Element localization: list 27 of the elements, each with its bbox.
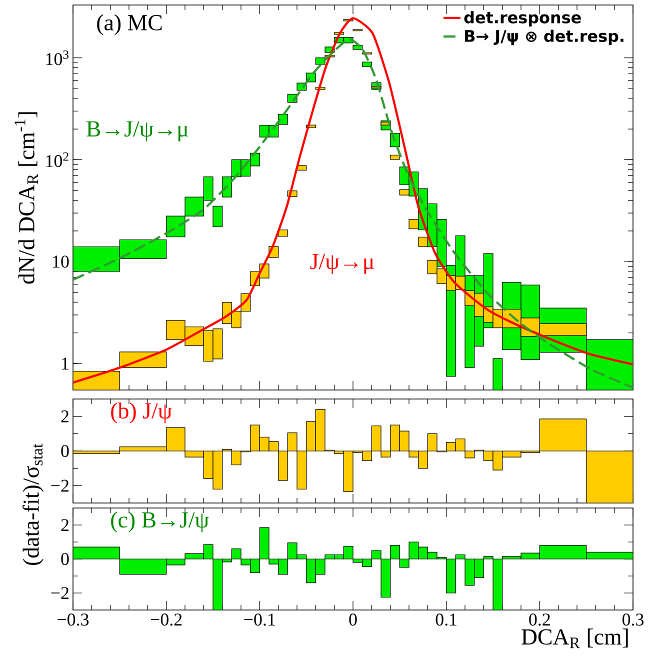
annotation: J/ψ→μ [310, 254, 374, 274]
y-tick-label: −2 [51, 587, 68, 599]
y-tick-label: 2 [61, 519, 68, 531]
y-tick-label: 2 [61, 410, 68, 422]
y-axis-title: (data-fit)/σ$_{stat}$ [22, 444, 44, 566]
x-axis-title: DCA$_{R}$ [cm] [522, 628, 628, 648]
annotation: B→J/ψ→μ [86, 121, 188, 142]
y-tick-label: 1 [62, 358, 68, 370]
y-tick-label: 10 [53, 256, 69, 268]
y-tick-label: −2 [51, 480, 68, 492]
chart-title: (b) J/ψ [111, 402, 172, 424]
x-tick-label: −0.1 [244, 614, 275, 626]
y-axis-title: dN/d DCA$_{R}$ [cm$^{-1}$] [14, 112, 38, 284]
x-tick-label: 0.2 [529, 614, 550, 626]
y-tick-label: 0 [61, 444, 69, 458]
y-tick-label: 0 [61, 552, 69, 566]
y-tick-label: 10$^{3}$ [46, 50, 68, 66]
legend-label: det.response [464, 11, 581, 27]
legend-label: B→ J/ψ ⊗ det.resp. [465, 30, 624, 46]
x-tick-label: −0.2 [150, 614, 182, 626]
x-tick-label: 0 [349, 614, 357, 626]
x-tick-label: 0.3 [622, 614, 644, 626]
x-tick-label: −0.3 [58, 614, 89, 626]
y-tick-label: 10$^{2}$ [46, 152, 68, 168]
chart-title: (a) MC [97, 14, 162, 36]
x-tick-label: 0.1 [436, 614, 456, 626]
chart-title: (c) B→J/ψ [111, 512, 209, 532]
